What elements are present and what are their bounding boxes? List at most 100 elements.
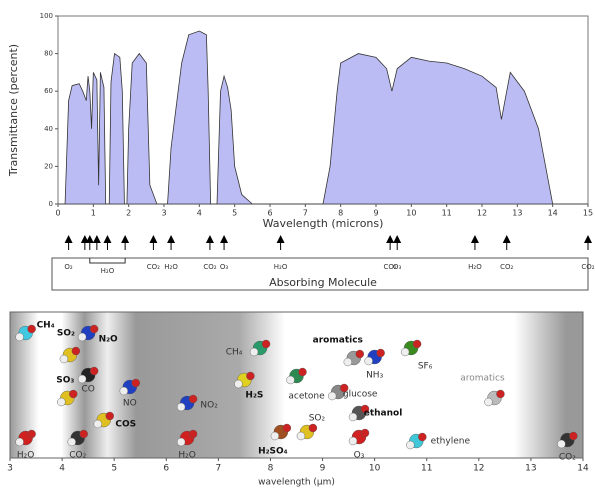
x-tick-label: 12 [473,464,484,474]
x-tick-label: 14 [548,209,558,218]
x-tick-label: 0 [55,209,60,218]
panel-background [9,311,584,459]
molecule [400,339,422,357]
arrow-head [85,235,94,243]
arrow-head [584,235,592,243]
atom [270,431,280,441]
molecule [557,431,578,449]
absorber-arrow [167,235,176,250]
absorber-label: H₂O [468,263,482,271]
molecule [270,423,292,441]
x-tick-label: 2 [126,209,131,218]
molecule-label: H₂O [17,451,34,461]
x-tick-label: 3 [161,209,166,218]
molecule-label: COS [115,420,136,430]
atom [348,412,358,422]
molecule-label: aromatics [460,374,505,384]
x-tick-label: 6 [267,209,272,218]
x-tick-label: 11 [442,209,452,218]
atom [77,374,87,384]
molecule [406,432,427,450]
atom [400,347,410,357]
molecule-label: H₂SO₄ [258,447,288,457]
molecule-label: SF₆ [418,362,433,372]
x-tick-label: 4 [197,209,202,218]
molecule-label: CH₄ [226,348,243,358]
atom [77,332,87,342]
atom [296,431,306,441]
y-tick-label: 80 [44,50,53,58]
atom [59,354,69,364]
atom [176,437,186,447]
molecule [348,428,370,446]
arrow-head [276,235,285,243]
x-tick-label: 13 [512,209,522,218]
atom [557,439,566,449]
x-tick-label: 5 [111,464,117,474]
atom [327,391,337,401]
atom [308,423,318,433]
atom [348,436,358,446]
x-tick-label: 14 [577,464,589,474]
molecule-label: ethanol [364,409,403,419]
molecule [67,429,88,447]
molecule-label: CO₂ [69,451,86,461]
x-tick-label: 3 [7,464,13,474]
molecule [77,366,99,384]
atom [27,324,36,334]
arrow-head [121,235,130,243]
y-tick-label: 20 [44,162,53,170]
x-tick-label: 4 [59,464,65,474]
molecule-label: NO₂ [200,401,218,411]
atom [261,339,271,349]
molecule-box [51,257,589,291]
absorber-label: CO₂ [203,263,216,271]
molecule-label: H₂O [178,451,195,461]
atom [93,419,102,429]
atom [339,383,349,393]
absorber-label: H₂O [164,263,178,271]
atom [119,386,129,396]
absorber-arrow [386,235,395,250]
arrow-head [167,235,176,243]
y-tick-label: 60 [44,87,53,95]
y-tick-label: 40 [44,125,53,133]
atom [234,379,243,389]
molecule [296,423,318,441]
atom [355,349,364,359]
absorber-label: H₂O [274,263,288,271]
x-axis-label: wavelength (µm) [258,478,335,488]
atom [496,389,505,399]
arrow-head [205,235,214,243]
absorber-label: O₂ [64,263,73,271]
atom [67,437,76,447]
atom [360,404,370,414]
atom [176,402,186,412]
absorber-label: CO₂ [384,263,397,271]
molecule-label: CO [81,385,94,395]
x-axis-label: Wavelength (microns) [263,217,384,230]
absorber-label: CO₂ [581,263,594,271]
molecule [234,371,255,389]
molecule [176,429,198,447]
arrow-head [393,235,402,243]
absorber-arrow [393,235,402,250]
absorber-arrow [584,235,592,250]
absorber-arrow [85,235,94,250]
molecule [348,404,370,422]
molecule-label: aromatics [313,336,363,346]
x-tick-label: 7 [303,209,308,218]
molecule-label: O₃ [354,451,365,461]
atom [249,347,259,357]
absorber-arrow [64,235,73,250]
atom [89,324,99,334]
molecule [249,339,271,357]
molecule [59,346,81,364]
atom [298,367,307,377]
atom [360,428,370,438]
absorber-arrow [276,235,285,250]
y-tick-label: 100 [40,12,53,20]
atom [484,397,493,407]
atom [15,332,24,342]
